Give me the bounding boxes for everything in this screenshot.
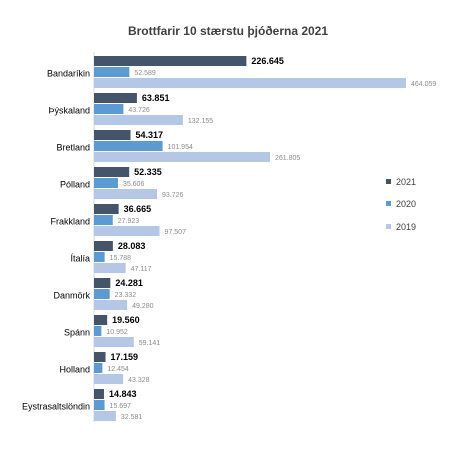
data-label-2019-bandarikin: 464.059 [411, 81, 436, 88]
data-label-2019-holland: 43.328 [128, 377, 150, 384]
data-label-2020-bretland: 101.954 [168, 144, 193, 151]
data-label-2020-bandarikin: 52.589 [134, 70, 156, 77]
data-label-2021-danmork: 24.281 [115, 278, 143, 288]
legend-label-2020: 2020 [396, 199, 416, 209]
data-label-2019-danmork: 49.280 [132, 303, 154, 310]
bar-2021-polland [94, 167, 130, 177]
bar-2021-holland [94, 352, 106, 362]
data-label-2020-eystrasaltslondin: 15.697 [110, 403, 132, 410]
data-label-2021-spann: 19.560 [112, 315, 140, 325]
bar-2020-eystrasaltslondin [94, 400, 105, 410]
bar-2021-frakkland [94, 204, 119, 214]
bar-2019-holland [94, 374, 124, 384]
data-label-2020-spann: 10.952 [106, 329, 128, 336]
data-label-2019-polland: 93.726 [162, 192, 184, 199]
data-label-2021-polland: 52.335 [134, 167, 162, 177]
category-label-polland: Pólland [60, 180, 90, 190]
bar-2021-spann [94, 315, 108, 325]
category-label-bretland: Bretland [56, 143, 90, 153]
bar-2021--yskaland [94, 93, 137, 103]
data-label-2019-italia: 47.117 [131, 266, 152, 273]
bar-2019-danmork [94, 300, 128, 310]
category-label--yskaland: Þýskaland [48, 106, 90, 116]
data-label-2019--yskaland: 132.155 [188, 118, 213, 125]
data-label-2020-italia: 15.788 [110, 255, 132, 262]
data-label-2019-bretland: 261.805 [275, 155, 300, 162]
legend-label-2021: 2021 [396, 177, 416, 187]
bar-2021-danmork [94, 278, 111, 288]
data-label-2020-danmork: 23.332 [115, 292, 137, 299]
bar-2019-eystrasaltslondin [94, 411, 116, 421]
category-label-italia: Ítalía [70, 254, 90, 264]
data-label-2021-italia: 28.083 [118, 241, 146, 251]
legend-swatch-2019 [386, 224, 391, 229]
bar-2019--yskaland [94, 115, 183, 125]
data-label-2021-eystrasaltslondin: 14.843 [109, 389, 137, 399]
bar-2020--yskaland [94, 104, 124, 114]
data-label-2020--yskaland: 43.726 [128, 107, 150, 114]
bar-2019-bretland [94, 152, 271, 162]
category-label-bandarikin: Bandaríkin [47, 69, 90, 79]
bar-2019-italia [94, 263, 126, 273]
chart-title: Brottfarir 10 stærstu þjóðerna 2021 [128, 24, 328, 38]
data-label-2019-spann: 59.141 [139, 340, 161, 347]
bar-2021-bretland [94, 130, 131, 140]
bar-2019-bandarikin [94, 78, 407, 88]
category-label-danmork: Danmörk [53, 291, 90, 301]
data-label-2021--yskaland: 63.851 [142, 93, 170, 103]
bar-2019-spann [94, 337, 134, 347]
legend-swatch-2020 [386, 201, 391, 206]
legend-swatch-2021 [386, 179, 391, 184]
data-label-2021-holland: 17.159 [111, 352, 139, 362]
bar-2020-spann [94, 326, 102, 336]
category-label-holland: Holland [59, 365, 90, 375]
bar-2019-polland [94, 189, 158, 199]
legend-label-2019: 2019 [396, 222, 416, 232]
data-label-2020-frakkland: 27.923 [118, 218, 140, 225]
bar-2020-bandarikin [94, 67, 130, 77]
data-label-2020-holland: 12.454 [107, 366, 129, 373]
data-label-2020-polland: 35.606 [123, 181, 145, 188]
bar-2020-frakkland [94, 215, 113, 225]
data-label-2021-bretland: 54.317 [136, 130, 164, 140]
bar-2021-eystrasaltslondin [94, 389, 104, 399]
category-label-frakkland: Frakkland [50, 217, 90, 227]
data-label-2021-bandarikin: 226.645 [251, 56, 284, 66]
bar-2021-bandarikin [94, 56, 247, 66]
category-label-eystrasaltslondin: Eystrasaltslöndin [22, 402, 90, 412]
data-label-2019-frakkland: 97.507 [165, 229, 187, 236]
labels-layer: Bandaríkin 226.645 52.589 464.059 Þýskaland 6… [22, 56, 436, 421]
bar-2020-polland [94, 178, 118, 188]
category-label-spann: Spánn [64, 328, 90, 338]
bar-2020-holland [94, 363, 103, 373]
bar-2019-frakkland [94, 226, 160, 236]
bars-layer [94, 56, 407, 421]
bar-2020-danmork [94, 289, 110, 299]
bar-2020-bretland [94, 141, 163, 151]
data-label-2019-eystrasaltslondin: 32.581 [121, 414, 143, 421]
data-label-2021-frakkland: 36.665 [124, 204, 152, 214]
bar-2020-italia [94, 252, 105, 262]
bar-2021-italia [94, 241, 113, 251]
legend: 2021 2020 2019 [386, 177, 416, 232]
